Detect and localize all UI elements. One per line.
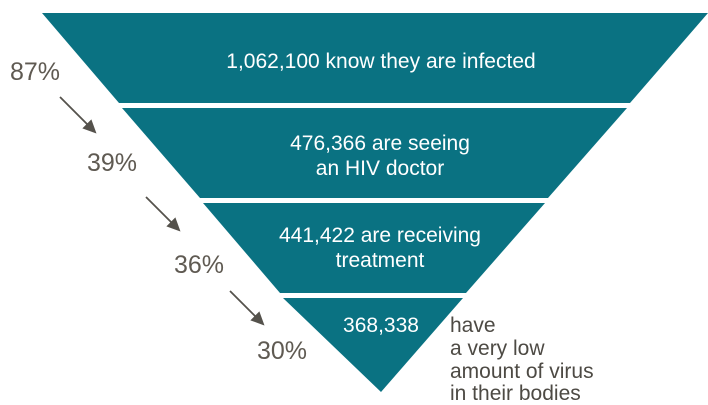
- level-1-label: 1,062,100 know they are infected: [226, 50, 535, 73]
- funnel-level-4: [283, 298, 463, 392]
- funnel-level-3: [203, 203, 545, 293]
- level-2-label-line-1: 476,366 are seeing: [290, 132, 470, 155]
- arrow-icon: [229, 290, 265, 326]
- side-note-line-1: have: [450, 314, 496, 337]
- level-3-label-line-1: 441,422 are receiving: [279, 224, 481, 247]
- percent-36: 36%: [174, 251, 224, 279]
- funnel-level-2: [122, 108, 627, 198]
- level-3-label-line-2: treatment: [336, 249, 425, 272]
- side-note-line-2: a very low: [450, 337, 545, 360]
- percent-30: 30%: [257, 337, 307, 365]
- arrow-icon: [59, 96, 97, 134]
- funnel-level-1: [42, 13, 708, 103]
- percent-87: 87%: [10, 58, 60, 86]
- percent-39: 39%: [87, 149, 137, 177]
- arrow-icon: [145, 196, 181, 232]
- level-2-label-line-2: an HIV doctor: [316, 157, 444, 180]
- level-4-label: 368,338: [343, 314, 419, 337]
- side-note-line-3: amount of virus: [450, 360, 594, 383]
- side-note-line-4: in their bodies: [450, 382, 581, 405]
